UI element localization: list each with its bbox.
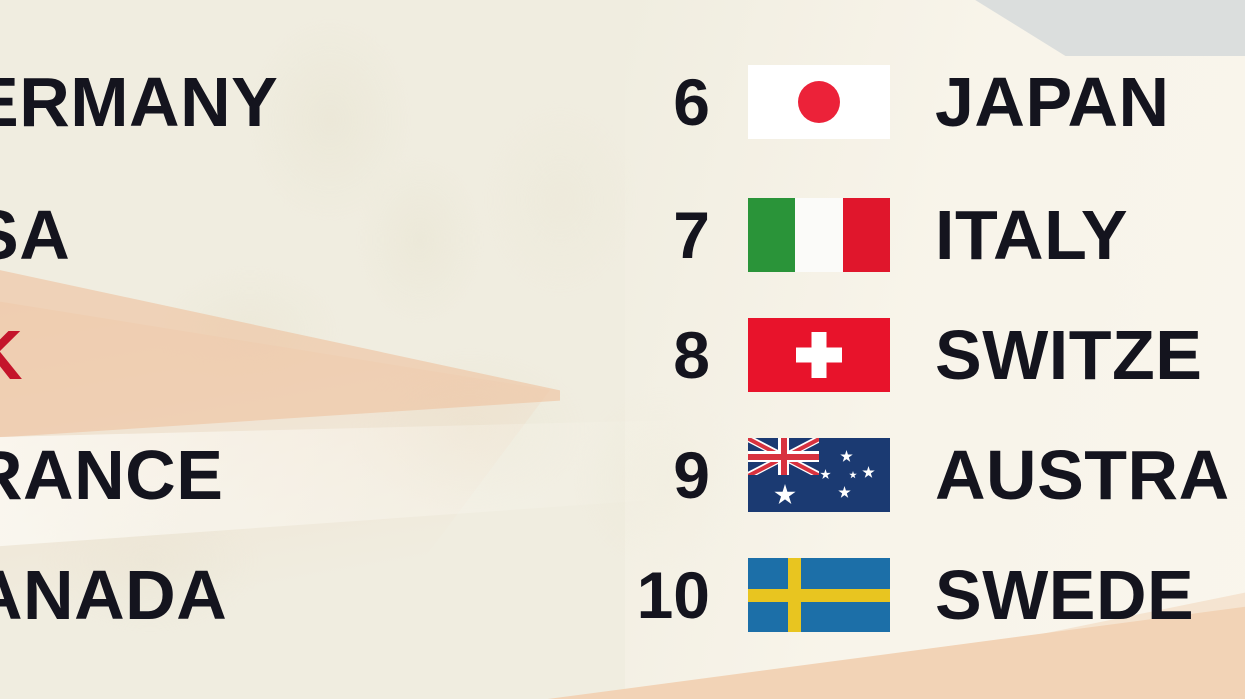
left-country-name: ERMANY [0, 63, 279, 141]
rank-number: 7 [673, 198, 710, 272]
nordic-cross-vertical [788, 558, 801, 632]
table-row: ERMANY 6 JAPAN [0, 42, 1245, 162]
southern-cross-star-icon [820, 469, 831, 480]
table-row: RANCE 9 [0, 415, 1245, 535]
union-jack-cross-vertical-red [780, 438, 787, 475]
rank-number: 10 [636, 558, 710, 632]
rank-number: 9 [673, 438, 710, 512]
rank-number: 6 [673, 65, 710, 139]
left-country-name: RANCE [0, 436, 224, 514]
southern-cross-star-icon [840, 450, 853, 462]
southern-cross-star-icon [862, 466, 875, 478]
switzerland-flag [748, 318, 890, 392]
flag-cell [748, 438, 898, 512]
union-jack-canton [748, 438, 819, 475]
table-row: K 8 SWITZE [0, 295, 1245, 415]
italy-flag [748, 198, 890, 272]
sweden-flag [748, 558, 890, 632]
left-country-name: SA [0, 196, 71, 274]
flag-cell [748, 318, 898, 392]
southern-cross-star-icon [838, 486, 851, 498]
left-country-name-highlighted: K [0, 320, 532, 390]
right-country-name: AUSTRA [935, 436, 1230, 514]
southern-cross-star-icon [849, 471, 857, 479]
right-country-name: ITALY [935, 196, 1129, 274]
italy-white-stripe [795, 198, 843, 272]
rank-number: 8 [673, 318, 710, 392]
flag-cell [748, 65, 898, 139]
table-row: SA 7 ITALY [0, 175, 1245, 295]
italy-red-stripe [842, 198, 890, 272]
background-cream-wash [625, 0, 1245, 699]
japan-sun-disc [798, 81, 840, 123]
right-country-name: SWEDE [935, 556, 1195, 634]
commonwealth-star-icon [774, 484, 796, 505]
right-country-name: SWITZE [935, 316, 1203, 394]
italy-green-stripe [748, 198, 796, 272]
flag-cell [748, 558, 898, 632]
flag-cell [748, 198, 898, 272]
australia-flag [748, 438, 890, 512]
nordic-cross-horizontal [748, 589, 890, 602]
swiss-cross-vertical [811, 332, 827, 378]
japan-flag [748, 65, 890, 139]
right-country-name: JAPAN [935, 63, 1170, 141]
